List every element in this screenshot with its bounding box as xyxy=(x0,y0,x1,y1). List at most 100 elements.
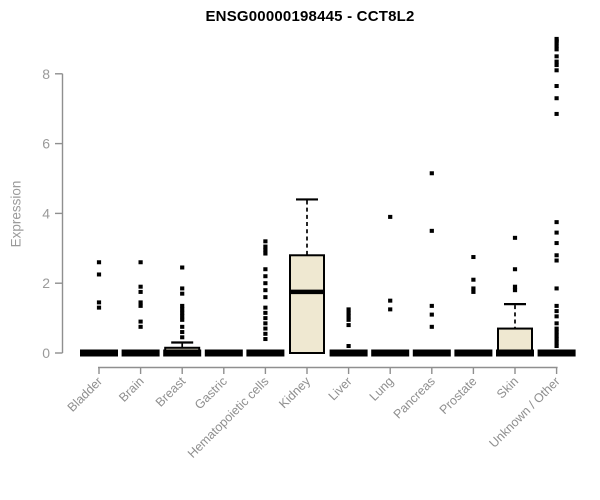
outlier-point xyxy=(554,47,559,52)
outlier-point xyxy=(263,274,268,279)
x-tick-label: Skin xyxy=(494,374,521,401)
outlier-point xyxy=(429,312,434,317)
outlier-point xyxy=(554,303,559,308)
box-group-pancreas xyxy=(412,171,451,357)
iqr-box xyxy=(497,327,533,355)
outlier-point xyxy=(471,286,476,291)
x-tick-label: Pancreas xyxy=(391,374,438,421)
zero-bar xyxy=(246,349,285,357)
outlier-point xyxy=(388,307,393,312)
outlier-point xyxy=(138,289,143,294)
outlier-point xyxy=(96,300,102,305)
outlier-point xyxy=(180,314,185,319)
outlier-point xyxy=(346,310,351,315)
outlier-point xyxy=(554,309,559,314)
outlier-point xyxy=(554,344,559,349)
box-group-unknown-other xyxy=(537,36,576,357)
x-tick-label: Prostate xyxy=(437,374,480,417)
outlier-point xyxy=(138,300,143,305)
outlier-point xyxy=(263,295,268,300)
y-tick-label: 8 xyxy=(42,66,50,82)
x-tick-label: Bladder xyxy=(65,374,105,414)
outlier-point xyxy=(180,324,185,329)
outlier-point xyxy=(180,286,185,291)
outlier-point xyxy=(554,84,559,89)
outlier-point xyxy=(388,298,393,303)
zero-bar xyxy=(454,349,493,357)
box-group-breast xyxy=(163,265,202,357)
outlier-point xyxy=(263,248,268,253)
outlier-point xyxy=(554,63,559,68)
iqr-box xyxy=(289,254,325,354)
zero-bar xyxy=(80,349,118,357)
box-group-prostate xyxy=(454,255,493,357)
outlier-point xyxy=(180,303,185,308)
outlier-point xyxy=(429,324,434,329)
box-group-gastric xyxy=(204,349,243,357)
x-tick-label: Breast xyxy=(153,374,189,410)
y-tick-label: 6 xyxy=(42,136,50,152)
outlier-point xyxy=(263,331,268,336)
outlier-point xyxy=(263,239,268,244)
outlier-point xyxy=(263,288,268,293)
outlier-point xyxy=(554,111,559,116)
outlier-point xyxy=(263,267,268,272)
x-tick-label: Unknown / Other xyxy=(486,374,562,450)
outlier-point xyxy=(554,330,559,335)
outlier-point xyxy=(429,171,434,176)
outlier-point xyxy=(554,230,559,235)
zero-bar xyxy=(537,349,576,357)
outlier-point xyxy=(180,291,185,296)
outlier-point xyxy=(96,260,102,265)
outlier-point xyxy=(263,337,268,342)
outlier-point xyxy=(263,305,268,310)
zero-bar xyxy=(204,349,243,357)
outlier-point xyxy=(554,286,559,291)
box-group-skin xyxy=(496,235,534,357)
outlier-point xyxy=(96,305,102,310)
box-group-bladder xyxy=(80,260,118,357)
outlier-point xyxy=(554,43,559,48)
outlier-point xyxy=(263,321,268,326)
chart-title: ENSG00000198445 - CCT8L2 xyxy=(205,8,415,25)
outlier-point xyxy=(138,324,143,329)
outlier-point xyxy=(96,272,102,277)
zero-bar xyxy=(329,349,368,357)
box-group-hematopoietic-cells xyxy=(246,239,285,357)
outlier-point xyxy=(554,337,559,342)
outlier-point xyxy=(512,284,518,289)
outlier-point xyxy=(471,277,476,282)
outlier-point xyxy=(471,255,476,260)
outlier-point xyxy=(429,228,434,233)
x-tick-label: Liver xyxy=(326,374,355,403)
outlier-point xyxy=(346,317,351,322)
zero-bar xyxy=(121,349,160,357)
outlier-point xyxy=(512,288,518,293)
outlier-point xyxy=(180,317,185,322)
outlier-point xyxy=(263,326,268,331)
box-group-lung xyxy=(371,214,410,357)
outlier-point xyxy=(180,330,185,335)
x-tick-label: Gastric xyxy=(192,374,230,412)
outlier-point xyxy=(346,323,351,328)
box-group-kidney xyxy=(289,198,325,354)
outlier-point xyxy=(554,314,559,319)
x-tick-label: Hematopoietic cells xyxy=(185,374,272,461)
zero-bar xyxy=(412,349,451,357)
outlier-point xyxy=(554,68,559,73)
outlier-point xyxy=(180,265,185,270)
outlier-point xyxy=(554,54,559,59)
outlier-point xyxy=(263,281,268,286)
outlier-point xyxy=(554,36,559,41)
outlier-point xyxy=(138,284,143,289)
outlier-point xyxy=(263,251,268,256)
outlier-point xyxy=(263,310,268,315)
outlier-point xyxy=(180,335,185,340)
outlier-point xyxy=(471,289,476,294)
outlier-point xyxy=(512,235,518,240)
zero-bar xyxy=(496,349,534,357)
outlier-point xyxy=(263,316,268,321)
outlier-point xyxy=(346,314,351,319)
box-group-brain xyxy=(121,260,160,357)
